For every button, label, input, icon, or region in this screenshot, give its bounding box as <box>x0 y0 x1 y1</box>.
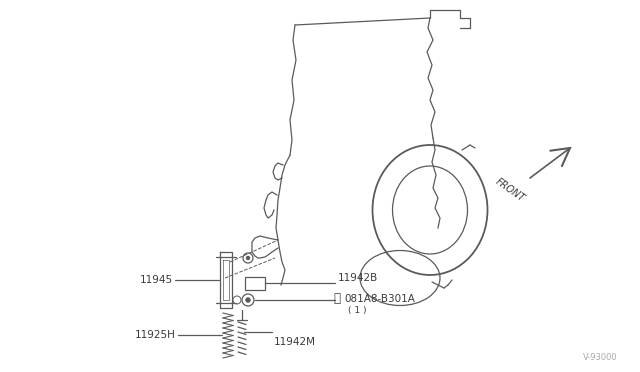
Text: 11925H: 11925H <box>135 330 176 340</box>
Text: FRONT: FRONT <box>493 176 527 203</box>
Text: Ⓑ: Ⓑ <box>333 292 340 305</box>
Circle shape <box>246 256 250 260</box>
Text: V-93000: V-93000 <box>584 353 618 362</box>
Text: 11942M: 11942M <box>274 337 316 347</box>
Text: 11942B: 11942B <box>338 273 378 283</box>
Bar <box>245 277 265 290</box>
Text: 11945: 11945 <box>140 275 173 285</box>
Circle shape <box>246 298 250 302</box>
Text: ( 1 ): ( 1 ) <box>348 307 367 315</box>
Text: 081A8-B301A: 081A8-B301A <box>344 294 415 304</box>
